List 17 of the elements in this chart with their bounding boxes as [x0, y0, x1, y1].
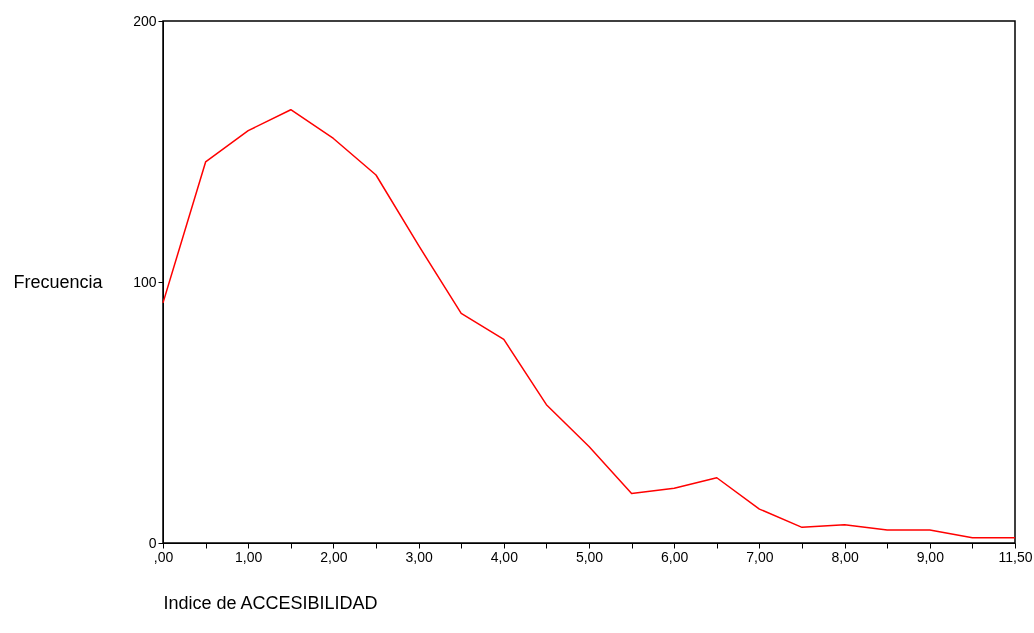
- x-tick-label: 6,00: [661, 548, 689, 565]
- y-tick-label: 200: [133, 12, 157, 29]
- x-tick-label: 1,00: [235, 548, 263, 565]
- y-tick-label: 100: [133, 273, 157, 290]
- x-tick-label: 9,00: [916, 548, 945, 565]
- x-tick-label: 2,00: [320, 548, 348, 565]
- x-tick-label: ,00: [153, 548, 174, 565]
- x-tick-label: 7,00: [746, 548, 774, 565]
- y-axis-title: Frecuencia: [13, 271, 104, 292]
- x-tick-label: 3,00: [405, 548, 433, 565]
- y-tick-label: 0: [148, 534, 157, 551]
- x-tick-label: 8,00: [831, 548, 859, 565]
- x-tick-label: 11,50: [998, 548, 1033, 565]
- x-axis-title: Indice de ACCESIBILIDAD: [163, 592, 378, 613]
- line-series: [162, 108, 1016, 539]
- x-tick-label: 5,00: [575, 548, 604, 565]
- x-tick-label: 4,00: [490, 548, 519, 565]
